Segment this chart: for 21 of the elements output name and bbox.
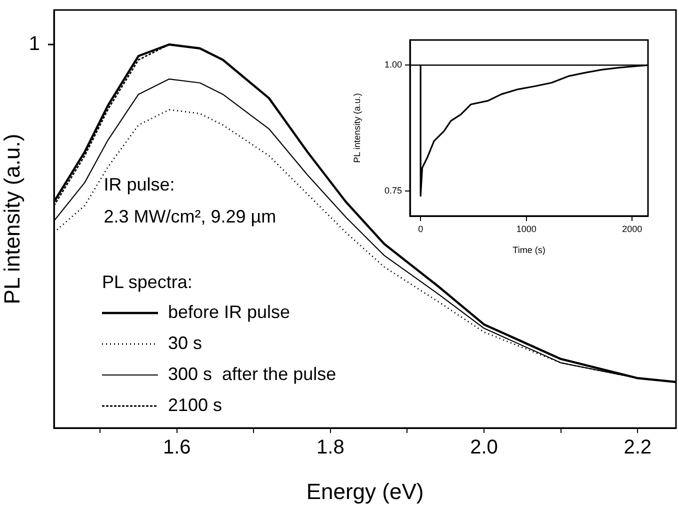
x-tick-label: 2000 (622, 224, 642, 234)
legend-label: 30 s (168, 332, 202, 353)
x-tick-label: 0 (418, 224, 424, 234)
legend-label: 300 s after the pulse (168, 364, 336, 384)
x-tick-label: 1.8 (316, 436, 344, 459)
legend-title: PL spectra: (102, 272, 192, 292)
text: 1 (28, 33, 40, 56)
y-tick-label: 0.75 (384, 185, 402, 196)
x-tick-label: 2.2 (624, 436, 652, 459)
x-tick-label: 1.6 (162, 436, 191, 459)
x-tick-label: 1000 (516, 224, 536, 234)
x-axis-title: Time (s) (512, 245, 546, 256)
y-axis-title: PL intensity (a.u.) (352, 93, 362, 163)
y-tick-label: 1.00 (384, 60, 402, 70)
y-axis-title: PL intensity (a.u.) (0, 134, 24, 304)
x-tick-label: 2.0 (470, 436, 498, 459)
annotation: 2.3 MW/cm², 9.29 µm (104, 206, 276, 227)
x-axis-title: Energy (eV) (306, 478, 424, 504)
legend-label: before IR pulse (168, 302, 290, 322)
legend-label: 2100 s (168, 394, 222, 415)
annotation: IR pulse: (104, 174, 175, 195)
